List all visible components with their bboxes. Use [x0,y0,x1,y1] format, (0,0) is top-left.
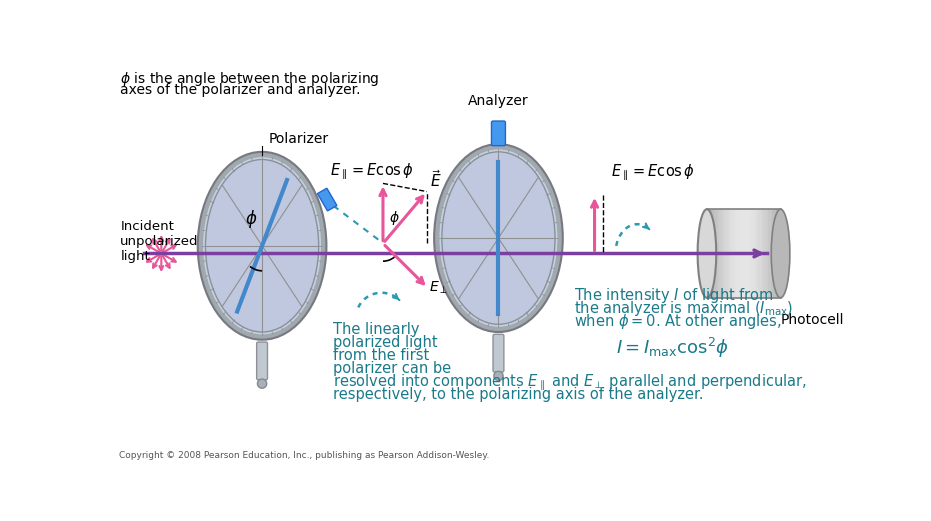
Ellipse shape [434,144,562,332]
Bar [734,209,736,298]
Text: $E_{\perp}$: $E_{\perp}$ [429,279,449,295]
Bar [736,209,739,298]
Bar [768,209,771,298]
Text: Photocell: Photocell [780,313,844,327]
Ellipse shape [771,209,789,298]
Text: $E_{\parallel} = E\cos\phi$: $E_{\parallel} = E\cos\phi$ [330,162,413,182]
Bar [732,209,735,298]
Bar [753,209,756,298]
Text: $\phi$: $\phi$ [389,209,400,227]
Bar [724,209,727,298]
Bar [749,209,751,298]
Text: The linearly: The linearly [333,321,420,337]
Text: resolved into components $E_{\parallel}$ and $E_{\perp}$ parallel and perpendicu: resolved into components $E_{\parallel}$… [333,372,807,393]
Bar [766,209,769,298]
Circle shape [493,371,503,380]
Bar [712,209,715,298]
Text: Analyzer: Analyzer [468,94,529,108]
Ellipse shape [697,209,716,298]
Text: $E_{\parallel} = E\cos\phi$: $E_{\parallel} = E\cos\phi$ [611,163,695,183]
Text: Incident
unpolarized
light: Incident unpolarized light [120,220,198,264]
Bar [751,209,754,298]
Text: $\phi$: $\phi$ [245,208,258,230]
Text: polarized light: polarized light [333,334,438,350]
Bar [714,209,717,298]
Bar [739,209,742,298]
Bar [709,209,712,298]
Bar [759,209,762,298]
Text: from the first: from the first [333,348,429,363]
Bar [722,209,724,298]
Bar [778,209,781,298]
Bar [729,209,732,298]
FancyBboxPatch shape [493,334,504,372]
Bar [741,209,744,298]
Bar [719,209,722,298]
Bar [761,209,763,298]
Ellipse shape [202,156,322,335]
Text: polarizer can be: polarizer can be [333,361,452,376]
Text: respectively, to the polarizing axis of the analyzer.: respectively, to the polarizing axis of … [333,387,704,402]
Bar [726,209,729,298]
Ellipse shape [197,152,327,340]
Ellipse shape [442,152,555,324]
Bar [773,209,776,298]
Polygon shape [317,188,337,211]
Text: The intensity $I$ of light from: The intensity $I$ of light from [573,286,774,305]
Bar [776,209,778,298]
Text: the analyzer is maximal ($I_{\mathrm{max}}$): the analyzer is maximal ($I_{\mathrm{max… [573,299,793,318]
Bar [746,209,749,298]
Circle shape [258,379,266,388]
Bar [707,209,709,298]
Bar [717,209,720,298]
FancyBboxPatch shape [257,342,267,380]
Bar [763,209,766,298]
Text: $\phi$ is the angle between the polarizing: $\phi$ is the angle between the polarizi… [120,70,380,88]
FancyBboxPatch shape [492,121,506,146]
Text: when $\phi = 0$. At other angles,: when $\phi = 0$. At other angles, [573,312,781,331]
Text: axes of the polarizer and analyzer.: axes of the polarizer and analyzer. [120,83,360,97]
Text: Polarizer: Polarizer [268,132,329,146]
Text: $\vec{E}$: $\vec{E}$ [430,169,441,190]
Text: Copyright © 2008 Pearson Education, Inc., publishing as Pearson Addison-Wesley.: Copyright © 2008 Pearson Education, Inc.… [119,451,490,460]
Ellipse shape [206,159,318,332]
Ellipse shape [439,149,558,327]
Text: $I = I_{\mathrm{max}} \cos^2\!\phi$: $I = I_{\mathrm{max}} \cos^2\!\phi$ [616,336,729,359]
Bar [744,209,747,298]
Bar [771,209,774,298]
Bar [756,209,759,298]
